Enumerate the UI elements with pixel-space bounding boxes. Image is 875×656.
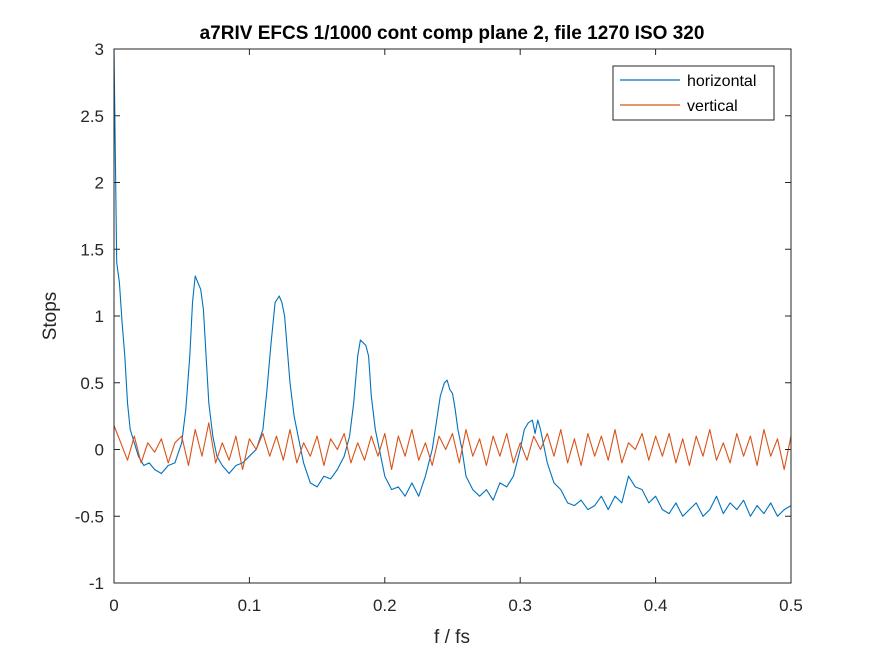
y-tick-label: 3 [95, 40, 104, 59]
series-line-horizontal [113, 48, 792, 517]
y-tick-label: 2 [95, 174, 104, 193]
legend-label-vertical: vertical [687, 98, 738, 115]
x-tick-label: 0 [109, 596, 118, 615]
series-layer [113, 48, 792, 517]
x-tick-label: 0.5 [779, 596, 803, 615]
y-tick-label: 0.5 [80, 374, 104, 393]
y-tick-label: 1 [95, 307, 104, 326]
y-axis-label: Stops [40, 292, 61, 341]
y-tick-label: -0.5 [75, 507, 104, 526]
x-tick-label: 0.2 [373, 596, 397, 615]
ticks-layer: 0 0.1 0.2 0.3 0.4 0.5 -1 -0.5 0 0.5 1 1.5 2 2.5 3 [75, 40, 803, 615]
plot-area [114, 49, 791, 583]
legend: horizontal vertical [612, 65, 775, 121]
x-tick-label: 0.3 [508, 596, 532, 615]
y-tick-label: 0 [95, 441, 104, 460]
legend-label-horizontal: horizontal [687, 73, 756, 90]
x-tick-label: 0.4 [644, 596, 668, 615]
x-axis-label: f / fs [434, 627, 470, 648]
series-line-vertical [113, 422, 792, 471]
y-tick-label: 2.5 [80, 107, 104, 126]
y-tick-label: 1.5 [80, 240, 104, 259]
y-tick-label: -1 [89, 574, 104, 593]
legend-box [612, 65, 775, 121]
chart-title: a7RIV EFCS 1/1000 cont comp plane 2, fil… [200, 23, 705, 44]
x-tick-label: 0.1 [238, 596, 262, 615]
